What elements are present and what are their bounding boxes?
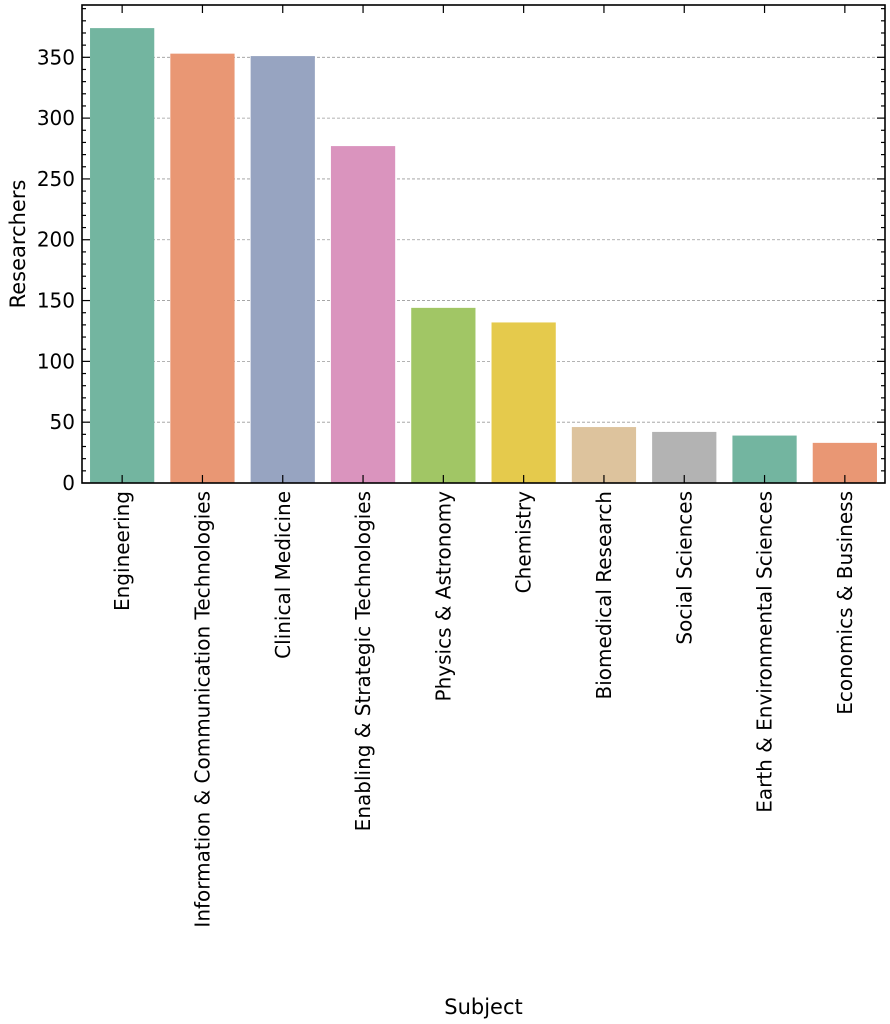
bar-physics-astronomy (411, 307, 476, 483)
x-tick-label: Earth & Environmental Sciences (753, 491, 777, 813)
bars (90, 28, 877, 484)
bar-enabling-strategic-technologies (330, 146, 396, 484)
y-tick-label: 100 (37, 349, 75, 373)
x-tick-label: Biomedical Research (592, 491, 616, 699)
plot-frame (81, 4, 886, 484)
x-tick-label: Engineering (110, 491, 134, 611)
x-tick-label: Economics & Business (833, 491, 857, 715)
y-tick-label: 250 (37, 167, 75, 191)
y-tick-label: 50 (50, 410, 75, 434)
y-tick-labels: 0 50 100 150 200 250 300 350 (37, 45, 75, 495)
x-tick-labels: Engineering Information & Communication T… (110, 491, 857, 928)
x-tick-label: Information & Communication Technologies (190, 491, 214, 928)
x-tick-label: Social Sciences (672, 491, 696, 645)
bar-clinical-medicine (250, 56, 315, 483)
x-tick-label: Enabling & Strategic Technologies (351, 491, 375, 831)
bar-social-sciences (652, 431, 717, 483)
y-tick-label: 150 (37, 289, 75, 313)
bar-chemistry (491, 322, 556, 483)
y-tick-label: 0 (62, 471, 75, 495)
bar-engineering (90, 28, 155, 484)
bar-information-communication-technologies (170, 53, 235, 483)
x-tick-label: Chemistry (512, 491, 536, 593)
y-tick-label: 300 (37, 106, 75, 130)
grid-lines (82, 56, 885, 423)
y-tick-label: 200 (37, 228, 75, 252)
x-tick-label: Physics & Astronomy (431, 491, 455, 702)
x-axis-label: Subject (444, 995, 523, 1019)
y-tick-label: 350 (37, 45, 75, 69)
bar-biomedical-research (571, 427, 637, 483)
x-tick-label: Clinical Medicine (271, 491, 295, 659)
y-axis-label: Researchers (6, 180, 30, 309)
